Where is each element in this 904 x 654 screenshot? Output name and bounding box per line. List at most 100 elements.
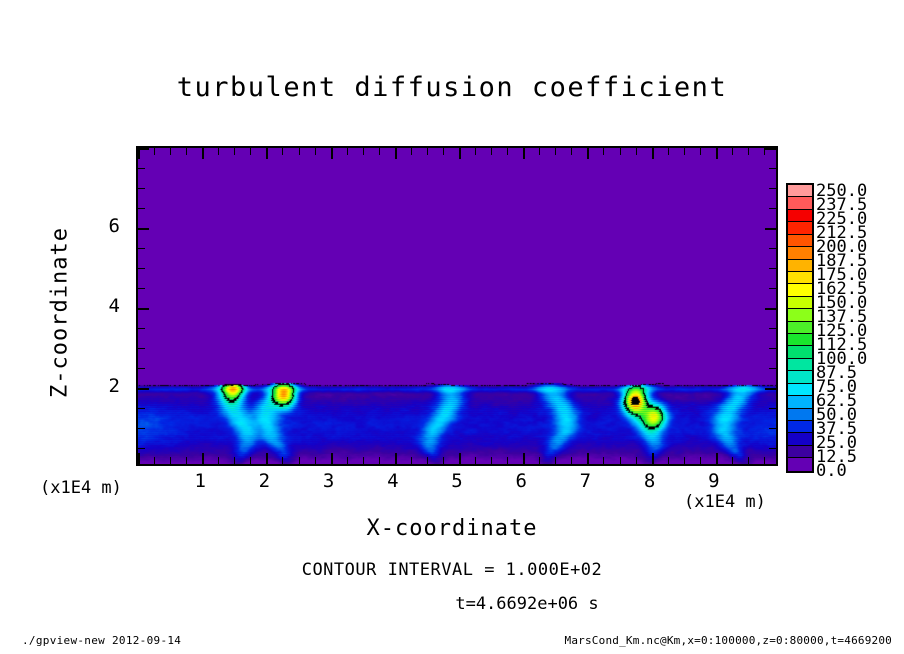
axis-tick <box>138 368 145 369</box>
colorbar-band <box>788 334 812 346</box>
axis-tick <box>684 148 685 155</box>
axis-tick <box>363 457 364 464</box>
axis-tick <box>218 148 219 155</box>
axis-tick <box>282 148 283 155</box>
axis-tick <box>331 148 333 159</box>
axis-tick <box>507 148 508 155</box>
axis-tick <box>620 148 621 155</box>
axis-tick <box>411 457 412 464</box>
axis-tick <box>138 388 149 390</box>
axis-tick <box>138 188 145 189</box>
colorbar-band <box>788 272 812 284</box>
axis-tick <box>716 148 718 159</box>
colorbar-tick-label: 0.0 <box>816 463 847 480</box>
colorbar-band <box>788 322 812 334</box>
heatmap-field <box>138 148 776 464</box>
axis-tick <box>475 457 476 464</box>
axis-tick <box>138 448 145 449</box>
colorbar-band <box>788 197 812 209</box>
contour-plot-panel <box>136 146 778 466</box>
axis-tick <box>138 288 145 289</box>
axis-tick <box>299 148 300 155</box>
axis-tick <box>700 457 701 464</box>
axis-tick <box>299 457 300 464</box>
colorbar-band <box>788 235 812 247</box>
axis-tick <box>138 348 145 349</box>
axis-tick <box>138 328 145 329</box>
axis-tick <box>443 457 444 464</box>
axis-tick <box>769 328 776 329</box>
axis-tick <box>668 457 669 464</box>
axis-tick <box>266 453 268 464</box>
x-tick-label: 4 <box>373 470 413 492</box>
axis-tick <box>138 453 140 464</box>
colorbar-band <box>788 247 812 259</box>
colorbar-band <box>788 222 812 234</box>
axis-tick <box>427 148 428 155</box>
time-stamp-caption: t=4.6692e+06 s <box>0 594 904 614</box>
axis-tick <box>459 453 461 464</box>
axis-tick <box>138 308 149 310</box>
contour-interval-caption: CONTOUR INTERVAL = 1.000E+02 <box>0 560 904 580</box>
y-tick-label: 6 <box>96 215 120 237</box>
axis-tick <box>491 457 492 464</box>
axis-tick <box>668 148 669 155</box>
axis-tick <box>769 268 776 269</box>
axis-tick <box>411 148 412 155</box>
footer-command-date: ./gpview-new 2012-09-14 <box>22 634 181 647</box>
axis-tick <box>652 148 654 159</box>
axis-tick <box>331 453 333 464</box>
y-tick-label: 2 <box>96 375 120 397</box>
axis-tick <box>170 148 171 155</box>
axis-tick <box>636 457 637 464</box>
colorbar-band <box>788 346 812 358</box>
axis-tick <box>218 457 219 464</box>
axis-tick <box>769 168 776 169</box>
axis-tick <box>620 457 621 464</box>
axis-tick <box>250 148 251 155</box>
colorbar-band <box>788 371 812 383</box>
axis-tick <box>138 268 145 269</box>
page-title: turbulent diffusion coefficient <box>0 72 904 103</box>
axis-tick <box>555 457 556 464</box>
axis-tick <box>427 457 428 464</box>
axis-tick <box>769 448 776 449</box>
x-tick-label: 3 <box>309 470 349 492</box>
axis-tick <box>379 457 380 464</box>
axis-tick <box>459 148 461 159</box>
axis-tick <box>539 148 540 155</box>
axis-tick <box>765 228 776 230</box>
axis-tick <box>347 457 348 464</box>
axis-tick <box>732 148 733 155</box>
colorbar-band <box>788 409 812 421</box>
axis-tick <box>507 457 508 464</box>
axis-tick <box>636 148 637 155</box>
axis-tick <box>652 453 654 464</box>
axis-tick <box>234 457 235 464</box>
x-tick-label: 6 <box>501 470 541 492</box>
axis-tick <box>748 457 749 464</box>
x-axis-unit-label: (x1E4 m) <box>684 492 766 512</box>
colorbar-band <box>788 446 812 458</box>
axis-tick <box>138 428 145 429</box>
axis-tick <box>700 148 701 155</box>
axis-tick <box>539 457 540 464</box>
axis-tick <box>571 148 572 155</box>
axis-tick <box>769 188 776 189</box>
axis-tick <box>732 457 733 464</box>
colorbar-band <box>788 384 812 396</box>
axis-tick <box>395 148 397 159</box>
axis-tick <box>555 148 556 155</box>
axis-tick <box>347 148 348 155</box>
axis-tick <box>765 388 776 390</box>
axis-tick <box>170 457 171 464</box>
y-tick-label: 4 <box>96 295 120 317</box>
axis-tick <box>769 348 776 349</box>
axis-tick <box>769 408 776 409</box>
x-tick-label: 9 <box>694 470 734 492</box>
axis-tick <box>202 453 204 464</box>
axis-tick <box>138 228 149 230</box>
axis-tick <box>186 148 187 155</box>
axis-tick <box>138 208 145 209</box>
colorbar-band <box>788 210 812 222</box>
